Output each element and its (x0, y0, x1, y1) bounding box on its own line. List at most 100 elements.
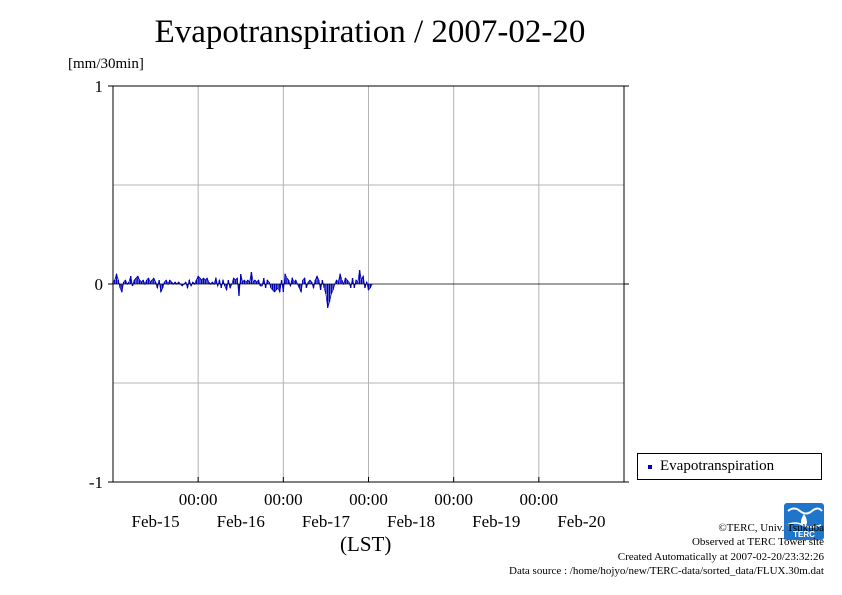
credit-copyright: ©TERC, Univ. Tsukuba (718, 522, 824, 534)
bar-22 (151, 280, 153, 284)
bar-13 (135, 278, 137, 284)
bar-28 (161, 284, 164, 288)
terc-logo: TERC (784, 503, 824, 540)
chart-title: Evapotranspiration / 2007-02-20 (154, 14, 586, 50)
x-axis-unit: (LST) (340, 532, 392, 556)
bar-14 (137, 276, 139, 284)
bar-66 (229, 284, 231, 288)
bar-115 (316, 276, 318, 284)
bar-137 (355, 280, 357, 284)
bar-81 (256, 282, 258, 284)
credits: ©TERC, Univ. Tsukuba Observed at TERC To… (509, 521, 824, 578)
bar-43 (188, 280, 190, 284)
bar-94 (279, 284, 281, 292)
bar-93 (277, 284, 279, 288)
x-time-label-1: 00:00 (264, 490, 303, 509)
bar-69 (234, 280, 237, 284)
y-tick-label-0: -1 (89, 473, 103, 492)
x-time-label-4: 00:00 (519, 490, 558, 509)
bar-101 (291, 278, 293, 284)
x-date-label-1: Feb-16 (217, 512, 265, 531)
plot-frame (108, 85, 629, 483)
bar-76 (247, 280, 249, 284)
x-date-label-5: Feb-20 (557, 512, 605, 531)
bar-2 (115, 274, 118, 284)
x-date-label-2: Feb-17 (302, 512, 351, 531)
logo-icon: TERC (784, 503, 824, 540)
bar-50 (201, 280, 203, 284)
bar-117 (319, 284, 322, 290)
bar-61 (220, 284, 222, 288)
bar-82 (257, 280, 260, 284)
bar-19 (146, 280, 148, 284)
bar-90 (271, 284, 274, 290)
bar-111 (309, 280, 311, 284)
bar-108 (303, 278, 306, 284)
bar-27 (160, 284, 162, 292)
bar-53 (206, 278, 208, 284)
credit-created: Created Automatically at 2007-02-20/23:3… (617, 550, 824, 563)
bar-72 (240, 274, 242, 284)
y-axis-unit: [mm/30min] (68, 56, 144, 72)
bar-56 (211, 282, 214, 284)
bar-89 (270, 284, 272, 288)
credit-source: Data source : /home/hojyo/new/TERC-data/… (509, 564, 824, 577)
legend: Evapotranspiration (637, 453, 822, 480)
bar-7 (124, 280, 127, 284)
bar-15 (138, 280, 141, 284)
bar-103 (295, 280, 297, 284)
bar-102 (293, 282, 295, 284)
bar-128 (339, 274, 341, 284)
bar-4 (119, 284, 121, 288)
bar-87 (266, 280, 269, 284)
bar-32 (169, 280, 171, 284)
bar-106 (300, 284, 302, 292)
bar-119 (323, 284, 325, 288)
bar-92 (275, 284, 277, 290)
bar-127 (337, 282, 340, 284)
bar-71 (238, 284, 240, 296)
bar-140 (360, 280, 363, 284)
bar-48 (197, 276, 199, 284)
bar-33 (170, 282, 173, 284)
bar-113 (312, 284, 315, 288)
bar-52 (204, 280, 206, 284)
bar-99 (287, 280, 290, 284)
bar-17 (142, 280, 144, 284)
bar-42 (186, 284, 189, 288)
bar-16 (140, 282, 143, 284)
bar-114 (314, 280, 316, 284)
credit-site: Observed at TERC Tower site (691, 536, 824, 549)
bar-138 (357, 282, 359, 284)
bar-131 (344, 278, 347, 284)
bar-91 (273, 284, 276, 292)
bar-77 (248, 282, 251, 284)
bar-75 (245, 282, 247, 284)
bar-121 (326, 284, 329, 308)
bar-120 (325, 284, 327, 294)
x-time-label-3: 00:00 (434, 490, 473, 509)
bar-37 (177, 282, 180, 284)
bar-132 (346, 280, 348, 284)
bar-126 (335, 280, 338, 284)
bar-51 (202, 278, 205, 284)
series-evapotranspiration (112, 270, 373, 308)
bar-49 (199, 278, 201, 284)
bar-123 (330, 284, 332, 294)
bar-47 (195, 280, 198, 284)
bar-39 (181, 284, 183, 286)
bar-79 (252, 282, 254, 284)
bar-122 (328, 284, 331, 302)
bar-85 (263, 278, 265, 284)
bar-73 (241, 282, 244, 284)
bar-1 (114, 280, 116, 284)
series-line (112, 270, 373, 308)
bar-105 (298, 284, 301, 288)
bar-139 (358, 270, 361, 284)
bar-3 (117, 280, 120, 284)
bar-10 (130, 276, 132, 284)
bar-124 (332, 284, 334, 290)
bar-60 (218, 280, 221, 284)
bar-78 (250, 272, 253, 284)
